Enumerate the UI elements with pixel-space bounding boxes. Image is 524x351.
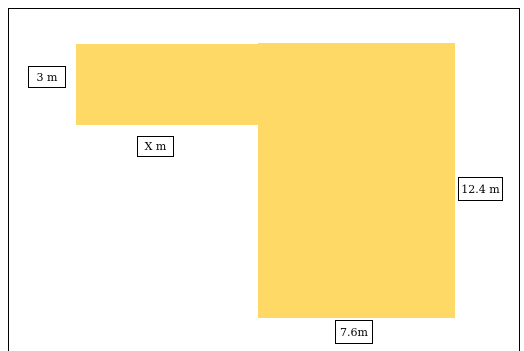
label-height: 12.4 m — [458, 177, 503, 201]
l-shape-vertical-bar — [258, 43, 455, 318]
label-bottom-width: 7.6m — [335, 320, 373, 344]
diagram-frame — [8, 8, 520, 351]
l-shape-top-bar — [76, 44, 262, 125]
label-inner-top: X m — [137, 136, 174, 157]
label-top-width: 3 m — [28, 66, 66, 88]
